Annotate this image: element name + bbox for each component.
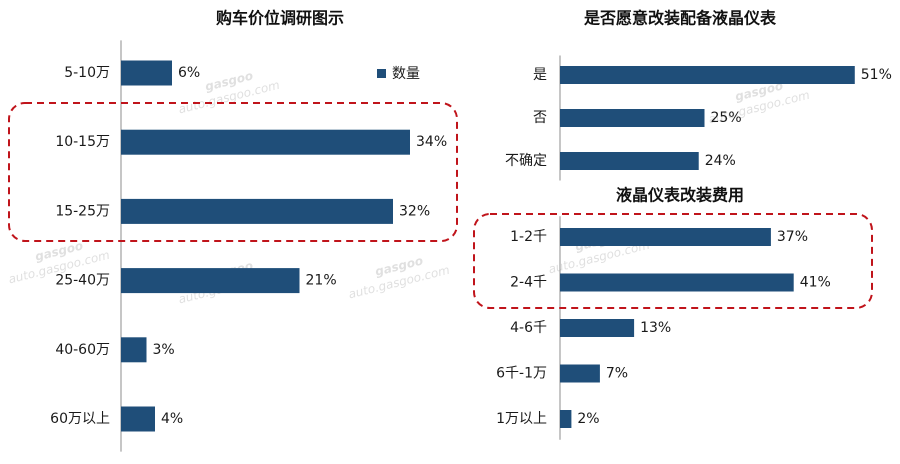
category-label: 25-40万 [55, 273, 110, 289]
highlight-box [8, 102, 458, 242]
chart-title: 是否愿意改装配备液晶仪表 [583, 9, 777, 28]
bar [121, 337, 147, 363]
bar [560, 273, 794, 292]
bar [121, 60, 172, 86]
value-label: 4% [161, 411, 183, 427]
value-label: 7% [606, 366, 628, 382]
value-label: 32% [399, 203, 430, 219]
category-label: 是 [533, 67, 547, 83]
category-label: 否 [533, 110, 547, 126]
bar [560, 410, 572, 428]
value-label: 21% [306, 273, 337, 289]
value-label: 24% [705, 153, 736, 169]
legend-label: 数量 [392, 66, 420, 82]
bar [121, 406, 155, 432]
bar [560, 66, 855, 84]
chart-title: 购车价位调研图示 [216, 9, 344, 28]
legend-swatch [377, 69, 386, 78]
value-label: 3% [153, 342, 175, 358]
bar [121, 198, 393, 224]
bar [121, 268, 300, 294]
category-label: 1万以上 [496, 411, 547, 427]
category-label: 2-4千 [510, 275, 547, 291]
category-label: 10-15万 [55, 134, 110, 150]
value-label: 51% [861, 67, 892, 83]
value-label: 6% [178, 65, 200, 81]
value-label: 41% [800, 275, 831, 291]
value-label: 37% [777, 229, 808, 245]
bar [560, 228, 771, 246]
value-label: 13% [640, 320, 671, 336]
value-label: 25% [711, 110, 742, 126]
category-label: 4-6千 [510, 320, 547, 336]
bar [560, 152, 699, 170]
value-label: 34% [416, 134, 447, 150]
category-label: 6千-1万 [496, 366, 547, 382]
category-label: 5-10万 [64, 65, 110, 81]
chart-title: 液晶仪表改装费用 [616, 186, 744, 205]
category-label: 15-25万 [55, 203, 110, 219]
category-label: 60万以上 [50, 411, 110, 427]
category-label: 1-2千 [510, 229, 547, 245]
value-label: 2% [577, 411, 599, 427]
bar [560, 109, 705, 127]
bar [560, 319, 635, 337]
bar [560, 364, 600, 383]
category-label: 40-60万 [55, 342, 110, 358]
bar [121, 129, 410, 155]
category-label: 不确定 [505, 153, 547, 169]
highlight-box [473, 213, 873, 309]
